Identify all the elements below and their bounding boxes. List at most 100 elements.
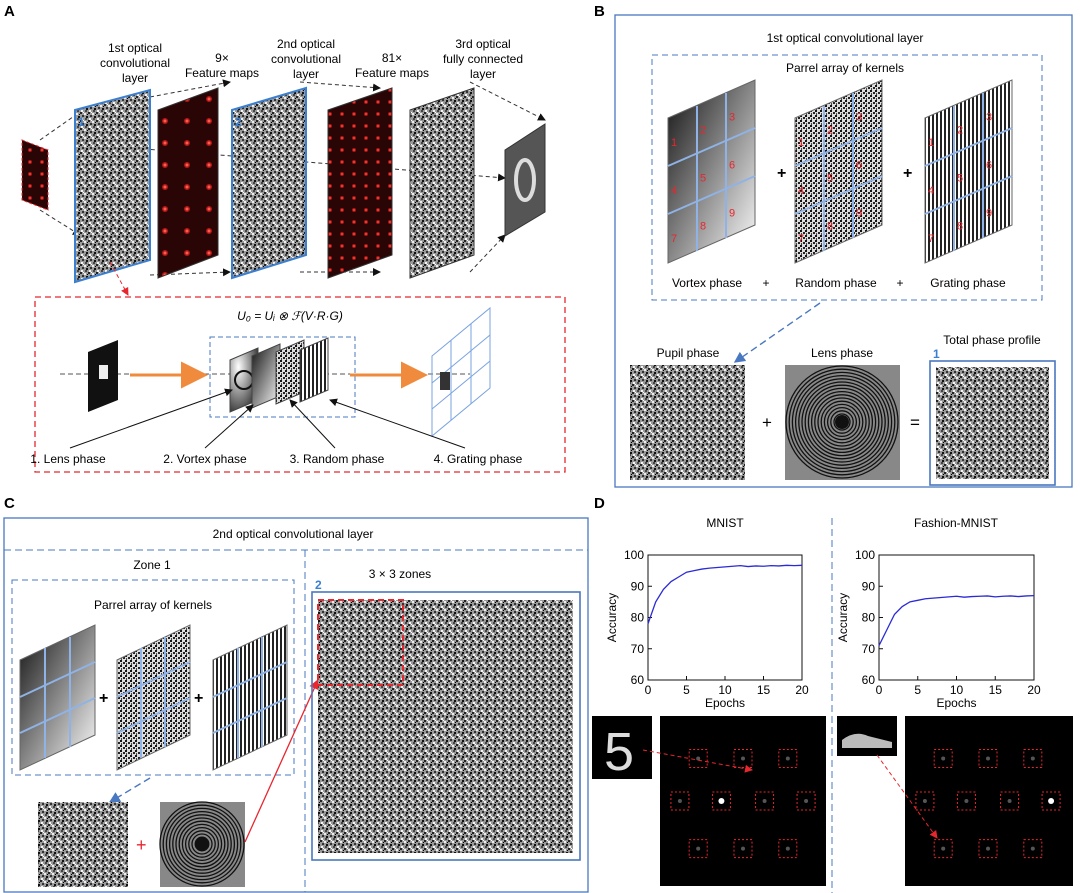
a-header-1-line3: layer <box>122 71 148 85</box>
mnist-detector-plane <box>660 716 826 886</box>
kernel-number: 1 <box>798 137 804 149</box>
detector-region <box>933 749 953 768</box>
a-header-5-line3: layer <box>470 67 496 81</box>
x-axis-label: Epochs <box>936 696 976 710</box>
detector-signal <box>741 756 745 761</box>
c-zone1-title: Zone 1 <box>133 558 171 572</box>
a-header-3-line3: layer <box>293 67 319 81</box>
kernel-number: 4 <box>798 185 804 197</box>
y-tick-label: 100 <box>624 548 644 562</box>
a-header-2-line2: Feature maps <box>185 66 259 80</box>
kernel-number: 3 <box>729 112 735 124</box>
detector-region <box>978 749 998 768</box>
panel-c: 2nd optical convolutional layer Zone 1 3… <box>3 517 589 893</box>
b-vortex-kernels <box>667 79 756 264</box>
x-tick-label: 0 <box>876 683 883 697</box>
detector-region <box>956 791 976 811</box>
c-zone1-highlight <box>317 599 404 686</box>
inset-label-4: 4. Grating phase <box>434 452 523 466</box>
b-label-plus-2: + <box>896 276 903 290</box>
y-tick-label: 70 <box>862 642 876 656</box>
y-tick-label: 90 <box>862 579 876 593</box>
detector-signal <box>941 846 946 851</box>
detector-signal <box>964 799 969 803</box>
y-tick-label: 60 <box>862 673 876 687</box>
detector-region <box>711 791 731 811</box>
inset-label-2: 2. Vortex phase <box>163 452 247 466</box>
x-tick-label: 15 <box>989 683 1003 697</box>
x-tick-label: 10 <box>950 683 964 697</box>
feature-maps-9 <box>157 87 219 279</box>
fashion-detector-plane <box>905 716 1073 886</box>
x-tick-label: 20 <box>795 683 809 697</box>
detector-signal <box>718 798 725 804</box>
inset-pointer-arrow <box>109 261 129 296</box>
kernel-number: 9 <box>729 208 735 220</box>
detector-signal <box>804 799 809 803</box>
detector-signal <box>696 756 701 761</box>
detector-signal <box>785 846 790 851</box>
layer2-phase-mask <box>231 86 307 280</box>
detector-signal <box>1007 799 1012 803</box>
a-header-4-line2: Feature maps <box>355 66 429 80</box>
b-label-plus-1: + <box>762 276 769 290</box>
detector-region <box>1000 791 1020 811</box>
b-pupil-title: Pupil phase <box>657 346 720 360</box>
detector-signal <box>785 756 790 761</box>
y-tick-label: 70 <box>631 642 645 656</box>
c-zones-number: 2 <box>315 578 322 592</box>
layer1-phase-mask <box>74 88 151 284</box>
c-vortex-kernels <box>19 624 96 771</box>
mnist-digit: 5 <box>604 722 634 782</box>
detector-signal <box>1030 756 1035 761</box>
kernel-number: 3 <box>986 112 992 124</box>
a-header-5-line2: fully connected <box>443 52 523 66</box>
detector-region <box>796 791 816 811</box>
c-zones-title: 3 × 3 zones <box>369 567 431 581</box>
chart-title: MNIST <box>706 516 744 530</box>
detector-region <box>733 839 753 859</box>
detector-region <box>670 791 690 811</box>
kernel-number: 2 <box>700 124 706 136</box>
y-tick-label: 80 <box>631 611 645 625</box>
panel-b: 1st optical convolutional layer Parrel a… <box>614 14 1073 488</box>
detector-signal <box>696 846 701 851</box>
kernel-number: 2 <box>957 124 963 136</box>
x-tick-label: 20 <box>1027 683 1041 697</box>
detector-signal <box>1030 846 1035 851</box>
chart-frame <box>647 554 803 681</box>
detector-region <box>1041 791 1061 811</box>
layer2-number: 2 <box>235 115 242 129</box>
b-plus-1: + <box>777 165 786 182</box>
mnist-accuracy-chart: MNIST 0 5 10 15 20 60 70 80 90 100 Epochs Accuracy <box>605 516 809 710</box>
detector-region <box>755 791 775 811</box>
a-header-1-line1: 1st optical <box>108 41 162 55</box>
c-zones-phase <box>318 600 573 853</box>
detector-signal <box>762 799 767 803</box>
y-axis-label: Accuracy <box>605 593 619 642</box>
input-image <box>21 139 49 211</box>
detector-signal <box>741 846 745 851</box>
detector-region <box>778 839 798 859</box>
y-tick-label: 90 <box>631 579 645 593</box>
y-axis-label: Accuracy <box>836 593 850 642</box>
c-array-title: Parrel array of kernels <box>94 598 212 612</box>
fashion-accuracy-chart: Fashion-MNIST 0 5 10 15 20 60 70 80 90 100 Epochs Ac… <box>836 516 1041 710</box>
b-lens-title: Lens phase <box>811 346 873 360</box>
kernel-number: 7 <box>928 233 934 245</box>
kernel-number: 8 <box>827 220 833 232</box>
a-header-3-line2: convolutional <box>271 52 341 66</box>
b-random-kernels <box>794 79 883 264</box>
detector-signal <box>677 799 682 803</box>
output-image <box>504 123 546 237</box>
detector-region <box>688 839 708 859</box>
a-header-3-line1: 2nd optical <box>277 37 335 51</box>
detector-region <box>733 749 753 768</box>
x-axis-label: Epochs <box>705 696 745 710</box>
y-tick-label: 60 <box>631 673 645 687</box>
a-header-1-line2: convolutional <box>100 56 170 70</box>
kernel-number: 9 <box>856 208 862 220</box>
c-title: 2nd optical convolutional layer <box>213 527 374 541</box>
